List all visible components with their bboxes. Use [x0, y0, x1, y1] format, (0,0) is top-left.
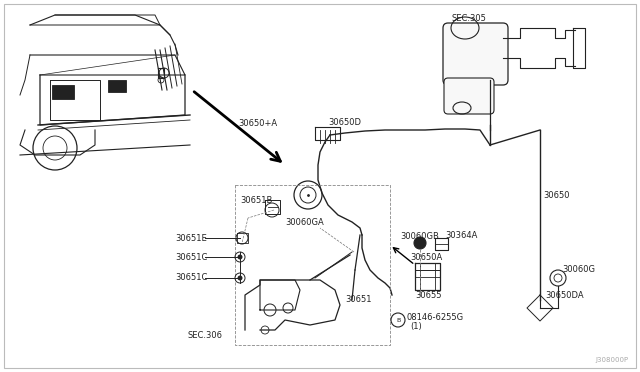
Text: 30364A: 30364A — [445, 231, 477, 240]
Text: 30651E: 30651E — [175, 234, 207, 243]
Text: 30650A: 30650A — [410, 253, 442, 263]
Text: 30650D: 30650D — [328, 118, 361, 126]
Bar — [52, 85, 74, 99]
Circle shape — [237, 276, 243, 280]
Circle shape — [414, 237, 426, 249]
Circle shape — [237, 254, 243, 260]
Text: (1): (1) — [410, 323, 422, 331]
Text: B: B — [397, 317, 401, 323]
Text: 30060GB: 30060GB — [400, 231, 439, 241]
Text: 30655: 30655 — [415, 291, 442, 299]
Text: 30651C: 30651C — [175, 253, 207, 263]
FancyBboxPatch shape — [443, 23, 508, 85]
Text: 30650DA: 30650DA — [545, 291, 584, 299]
Text: 30650: 30650 — [543, 190, 570, 199]
Text: 30651C: 30651C — [175, 273, 207, 282]
Text: J308000P: J308000P — [595, 357, 628, 363]
Bar — [108, 80, 126, 92]
Text: 30060G: 30060G — [562, 266, 595, 275]
Text: SEC.305: SEC.305 — [452, 13, 487, 22]
Text: 30650+A: 30650+A — [238, 119, 277, 128]
Text: 30651B: 30651B — [240, 196, 273, 205]
FancyBboxPatch shape — [4, 4, 636, 368]
Text: 30060GA: 30060GA — [285, 218, 324, 227]
Text: SEC.306: SEC.306 — [188, 330, 223, 340]
Text: 30651: 30651 — [345, 295, 371, 305]
Text: 08146-6255G: 08146-6255G — [407, 314, 464, 323]
FancyBboxPatch shape — [444, 78, 494, 114]
